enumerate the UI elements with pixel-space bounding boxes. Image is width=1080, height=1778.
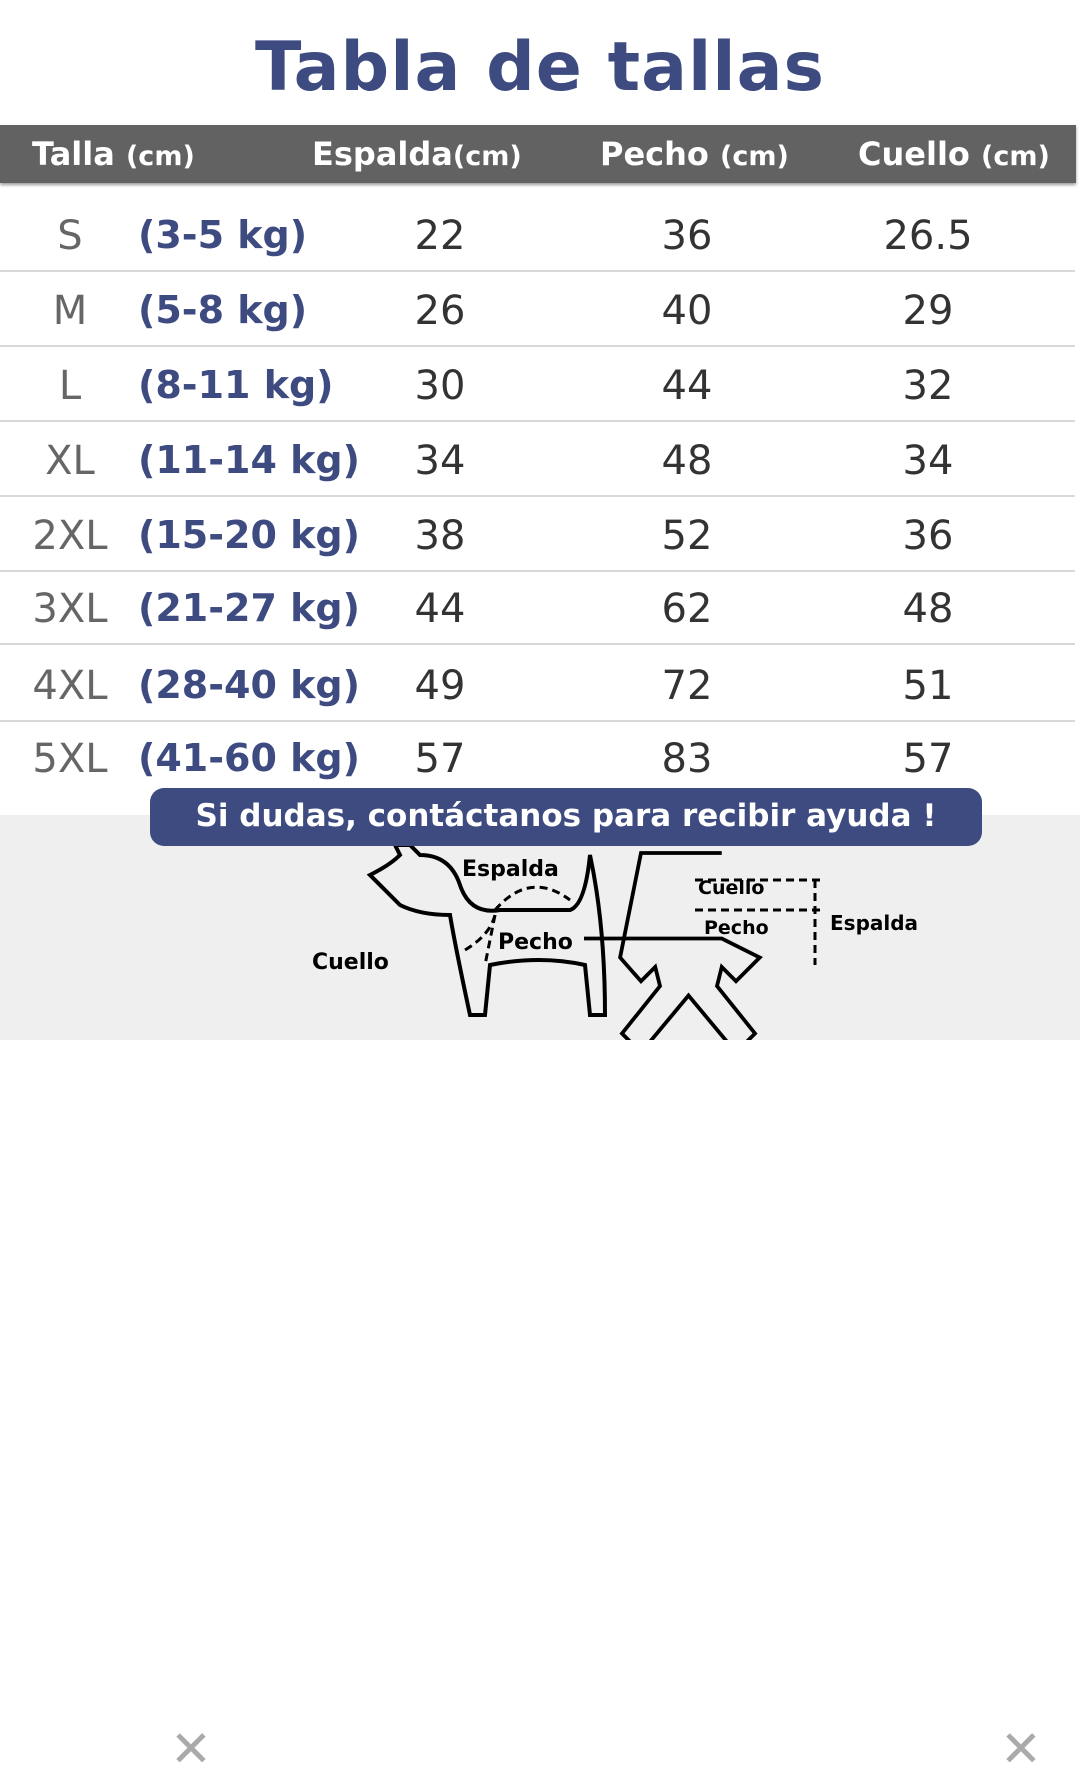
- weight-cell: (41-60 kg): [138, 736, 360, 780]
- size-cell: M: [52, 288, 88, 334]
- dog-label-espalda: Espalda: [462, 857, 559, 882]
- table-row: 2XL (15-20 kg) 38 52 36: [0, 497, 1075, 572]
- pecho-cell: 44: [661, 363, 713, 409]
- table-row: 3XL (21-27 kg) 44 62 48: [0, 570, 1075, 645]
- cuello-cell: 48: [902, 586, 954, 632]
- header-talla: Talla (cm): [32, 135, 195, 173]
- next-arrow-icon: ✕: [1000, 1720, 1042, 1778]
- cuello-cell: 57: [902, 736, 954, 782]
- dog-diagram: [366, 843, 820, 1040]
- cuello-cell: 34: [902, 438, 954, 484]
- table-row: S (3-5 kg) 22 36 26.5: [0, 197, 1075, 272]
- table-row: 5XL (41-60 kg) 57 83 57: [0, 720, 1075, 795]
- size-cell: 2XL: [32, 513, 108, 559]
- table-row: L (8-11 kg) 30 44 32: [0, 347, 1075, 422]
- espalda-cell: 44: [414, 586, 466, 632]
- cuello-cell: 36: [902, 513, 954, 559]
- weight-cell: (15-20 kg): [138, 513, 360, 557]
- weight-cell: (11-14 kg): [138, 438, 360, 482]
- pecho-cell: 72: [661, 663, 713, 709]
- garment-label-pecho: Pecho: [704, 917, 769, 939]
- weight-cell: (3-5 kg): [138, 213, 308, 257]
- size-cell: 3XL: [32, 586, 108, 632]
- cuello-cell: 26.5: [883, 213, 973, 259]
- dog-label-cuello: Cuello: [312, 950, 389, 975]
- page-title: Tabla de tallas: [255, 28, 825, 107]
- espalda-cell: 38: [414, 513, 466, 559]
- prev-arrow-icon: ✕: [170, 1720, 212, 1778]
- table-row: M (5-8 kg) 26 40 29: [0, 272, 1075, 347]
- diagram-area: ✕ ✕ Espalda Pecho Cuello Cuello Pecho Es…: [0, 815, 1080, 1778]
- garment-label-cuello: Cuello: [698, 877, 765, 899]
- table-header: Talla (cm) Espalda(cm) Pecho (cm) Cuello…: [0, 125, 1076, 183]
- size-cell: S: [57, 213, 83, 259]
- table-row: 4XL (28-40 kg) 49 72 51: [0, 647, 1075, 722]
- espalda-cell: 30: [414, 363, 466, 409]
- dog-label-pecho: Pecho: [498, 930, 573, 955]
- header-pecho: Pecho (cm): [600, 135, 789, 173]
- header-cuello: Cuello (cm): [858, 135, 1050, 173]
- header-espalda: Espalda(cm): [312, 135, 522, 173]
- garment-label-espalda: Espalda: [830, 911, 919, 935]
- weight-cell: (21-27 kg): [138, 586, 360, 630]
- weight-cell: (8-11 kg): [138, 363, 334, 407]
- cuello-cell: 32: [902, 363, 954, 409]
- espalda-cell: 34: [414, 438, 466, 484]
- size-cell: L: [58, 363, 82, 409]
- espalda-cell: 57: [414, 736, 466, 782]
- cuello-cell: 51: [902, 663, 954, 709]
- espalda-cell: 26: [414, 288, 466, 334]
- pecho-cell: 48: [661, 438, 713, 484]
- size-cell: XL: [45, 438, 95, 484]
- pecho-cell: 36: [661, 213, 713, 259]
- help-banner: Si dudas, contáctanos para recibir ayuda…: [150, 788, 982, 846]
- pecho-cell: 83: [661, 736, 713, 782]
- pecho-cell: 62: [661, 586, 713, 632]
- size-cell: 5XL: [32, 736, 108, 782]
- size-cell: 4XL: [32, 663, 108, 709]
- pecho-cell: 52: [661, 513, 713, 559]
- espalda-cell: 22: [414, 213, 466, 259]
- weight-cell: (28-40 kg): [138, 663, 360, 707]
- weight-cell: (5-8 kg): [138, 288, 308, 332]
- cuello-cell: 29: [902, 288, 954, 334]
- table-row: XL (11-14 kg) 34 48 34: [0, 422, 1075, 497]
- pecho-cell: 40: [661, 288, 713, 334]
- espalda-cell: 49: [414, 663, 466, 709]
